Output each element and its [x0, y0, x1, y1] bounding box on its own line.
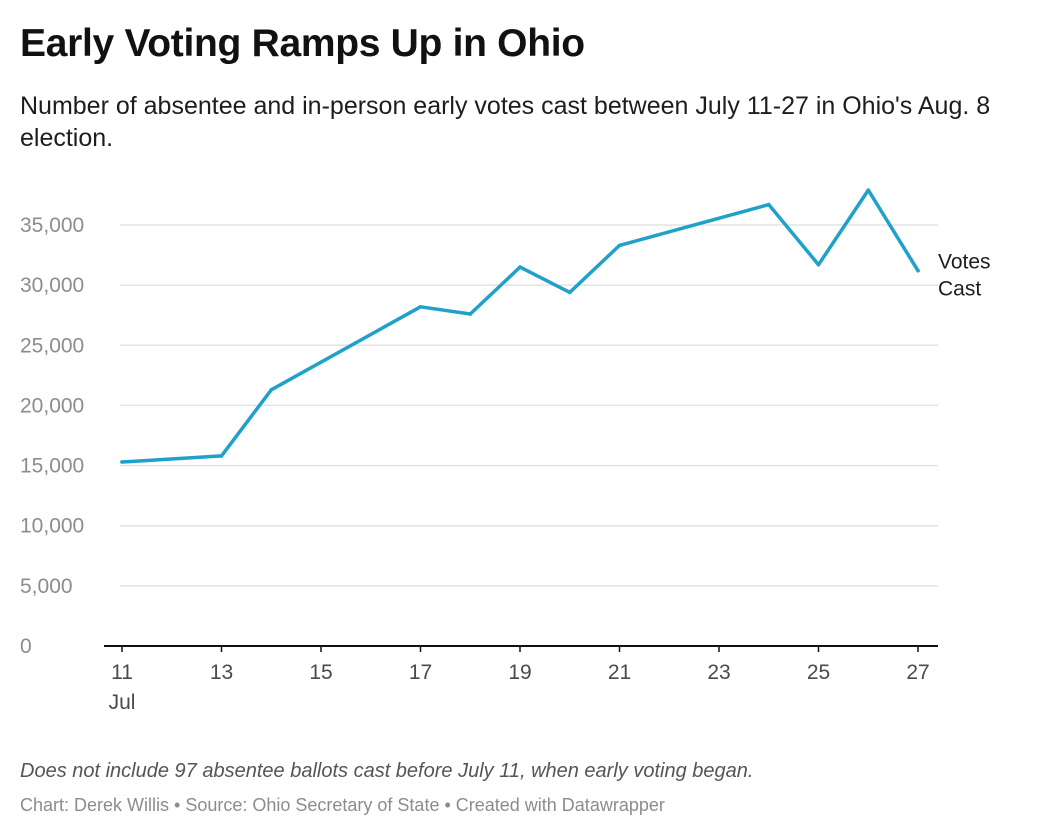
x-tick-label: 15 [309, 661, 332, 684]
x-month-label: Jul [109, 691, 136, 714]
x-tick-label: 21 [608, 661, 631, 684]
y-axis-ticks: 0 5,000 10,000 15,000 20,000 25,000 30,000 35,0… [20, 214, 84, 658]
data-point [418, 304, 423, 309]
line-chart: 0 5,000 10,000 15,000 20,000 25,000 30,000 35,0… [20, 188, 991, 714]
data-point [567, 290, 572, 295]
x-tick-label: 13 [210, 661, 233, 684]
series-layer: Votes Cast [120, 188, 991, 464]
chart-subtitle: Number of absentee and in-person early v… [20, 92, 991, 152]
data-point [766, 202, 771, 207]
x-tick-label: 27 [906, 661, 929, 684]
data-point [866, 188, 871, 192]
y-tick-label: 25,000 [20, 334, 84, 357]
y-tick-label: 10,000 [20, 515, 84, 538]
chart-note: Does not include 97 absentee ballots cas… [20, 760, 754, 782]
y-tick-label: 30,000 [20, 274, 84, 297]
series-label: Votes [938, 251, 991, 274]
y-tick-label: 20,000 [20, 394, 84, 417]
data-point [120, 460, 124, 464]
x-tick-label: 19 [508, 661, 531, 684]
series-line [120, 188, 920, 464]
x-tick-label: 11 [111, 661, 133, 684]
x-tick-label: 25 [807, 661, 830, 684]
data-point [269, 387, 274, 392]
gridlines [104, 224, 938, 647]
data-point [468, 312, 473, 316]
x-axis-ticks: 11 13 15 17 19 21 23 25 27 Jul [109, 646, 930, 714]
chart-title: Early Voting Ramps Up in Ohio [20, 22, 585, 65]
data-point [816, 262, 821, 267]
x-tick-label: 23 [707, 661, 730, 684]
data-point [518, 265, 522, 269]
y-tick-label: 0 [20, 635, 32, 658]
data-point [617, 243, 622, 248]
y-tick-label: 35,000 [20, 214, 84, 237]
y-tick-label: 15,000 [20, 455, 84, 478]
y-tick-label: 5,000 [20, 575, 73, 598]
chart-footer: Chart: Derek Willis • Source: Ohio Secre… [20, 795, 665, 815]
x-tick-label: 17 [409, 661, 432, 684]
data-point [916, 268, 920, 273]
series-label: Cast [938, 278, 981, 301]
data-point [219, 454, 224, 458]
